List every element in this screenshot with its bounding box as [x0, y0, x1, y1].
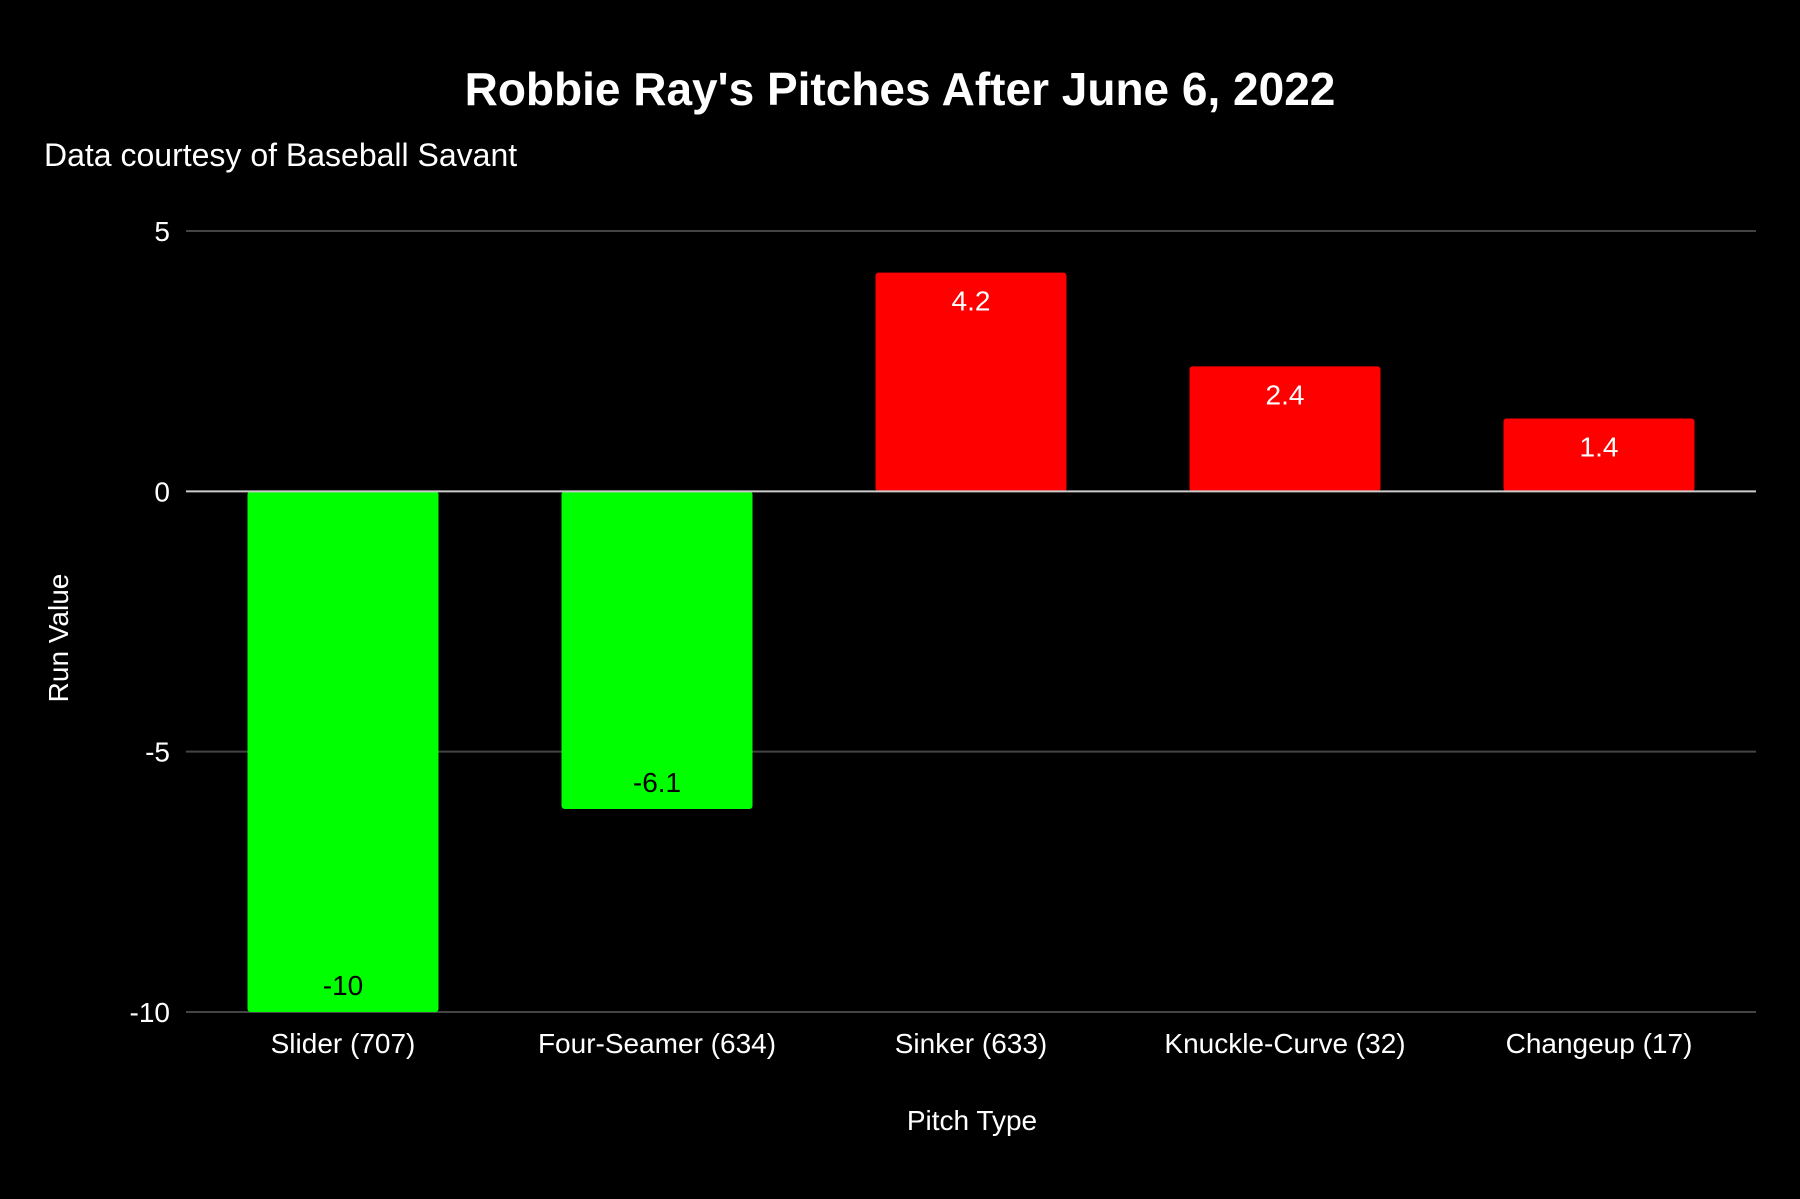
- data-label: 1.4: [1580, 431, 1619, 462]
- bar: [1503, 418, 1695, 492]
- y-axis-ticks: 5 0 -5 -10: [130, 216, 170, 1028]
- x-tick-label: Sinker (633): [895, 1028, 1048, 1059]
- data-label: -6.1: [633, 767, 681, 798]
- data-label: 4.2: [952, 286, 991, 317]
- y-tick-label: -10: [130, 997, 170, 1028]
- chart-title: Robbie Ray's Pitches After June 6, 2022: [465, 63, 1336, 115]
- y-tick-label: 5: [154, 216, 170, 247]
- x-tick-label: Four-Seamer (634): [538, 1028, 776, 1059]
- x-tick-label: Knuckle-Curve (32): [1164, 1028, 1405, 1059]
- data-label: -10: [323, 970, 363, 1001]
- data-labels: -10 -6.1 4.2 2.4 1.4: [323, 286, 1619, 1001]
- bars: [247, 272, 1695, 1012]
- gridlines: [186, 230, 1756, 1013]
- bar: [875, 272, 1067, 492]
- bar: [247, 491, 439, 1012]
- bar: [1189, 366, 1381, 492]
- y-axis-title: Run Value: [43, 574, 74, 703]
- y-tick-label: 0: [154, 476, 170, 507]
- chart-subtitle: Data courtesy of Baseball Savant: [44, 137, 517, 173]
- x-tick-label: Changeup (17): [1506, 1028, 1693, 1059]
- bar: [561, 491, 753, 809]
- x-tick-label: Slider (707): [271, 1028, 416, 1059]
- y-tick-label: -5: [145, 737, 170, 768]
- x-axis-title: Pitch Type: [907, 1105, 1037, 1136]
- x-axis-ticks: Slider (707) Four-Seamer (634) Sinker (633…: [271, 1028, 1693, 1059]
- data-label: 2.4: [1266, 379, 1305, 410]
